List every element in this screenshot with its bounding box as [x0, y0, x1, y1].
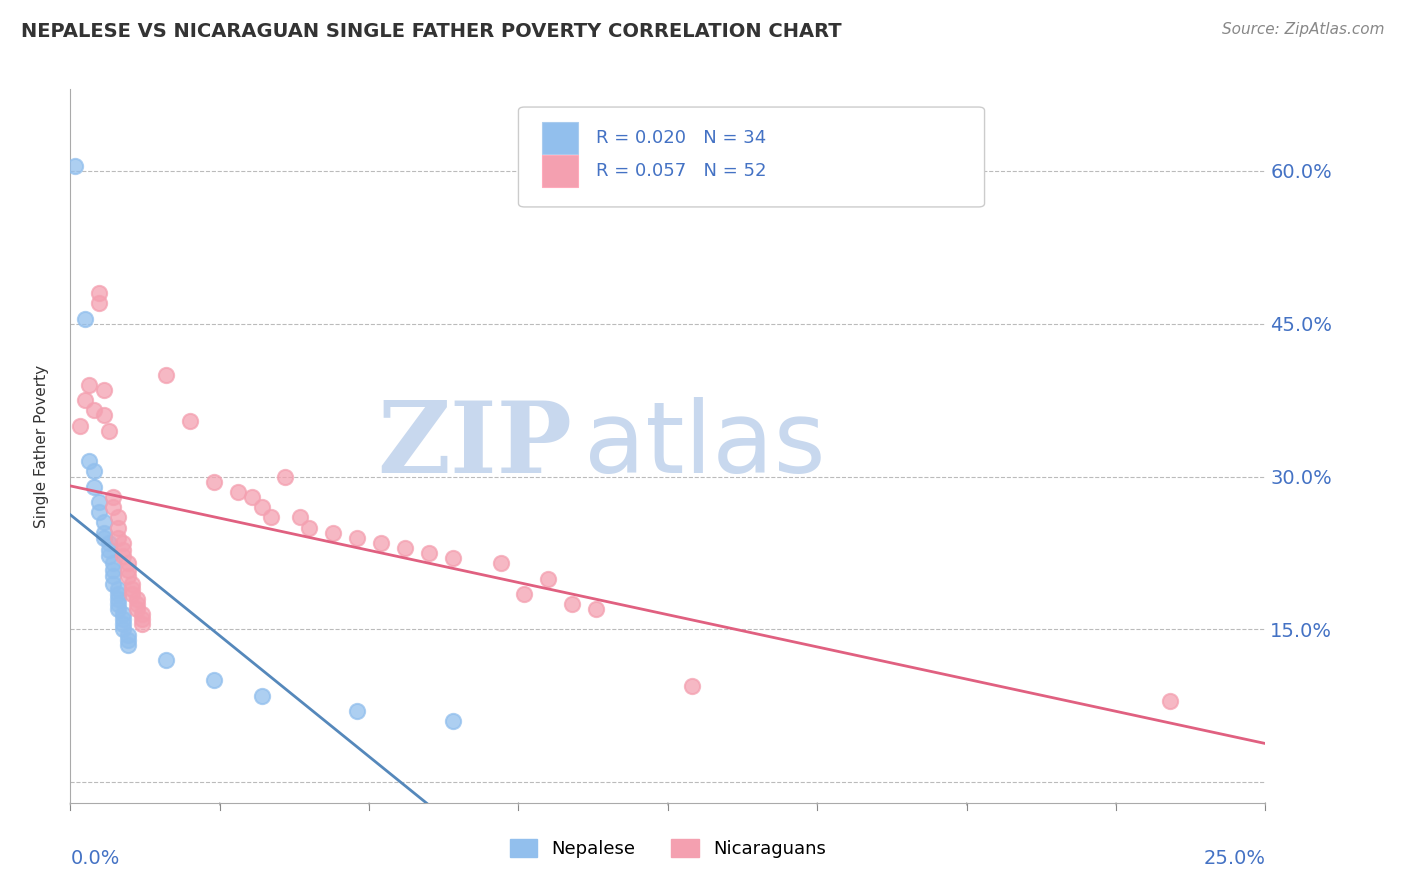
Point [117, 632, 139, 647]
Point [127, 597, 149, 611]
Point [79, 377, 101, 392]
Point [131, 607, 153, 622]
Text: ZIP: ZIP [377, 398, 572, 494]
Point [441, 551, 464, 566]
Point [202, 475, 225, 489]
Point [250, 500, 273, 515]
FancyBboxPatch shape [543, 155, 578, 187]
Point [370, 536, 392, 550]
Point [93, 516, 115, 530]
FancyBboxPatch shape [519, 107, 984, 207]
Point [240, 490, 263, 504]
Point [83, 465, 105, 479]
Point [131, 612, 153, 626]
Point [441, 714, 464, 729]
Point [87, 505, 110, 519]
Point [73, 393, 96, 408]
Point [155, 653, 177, 667]
Point [179, 413, 201, 427]
Text: atlas: atlas [585, 398, 825, 494]
Text: R = 0.020   N = 34: R = 0.020 N = 34 [596, 128, 766, 146]
Point [1159, 694, 1181, 708]
Point [288, 510, 311, 524]
Point [97, 543, 120, 558]
Point [87, 296, 110, 310]
Point [346, 704, 368, 718]
Point [681, 679, 703, 693]
Point [103, 556, 125, 570]
Point [346, 531, 368, 545]
Text: R = 0.057   N = 52: R = 0.057 N = 52 [596, 162, 766, 180]
Text: 0.0%: 0.0% [70, 848, 120, 868]
Point [93, 531, 115, 545]
Point [585, 602, 607, 616]
Point [111, 612, 134, 626]
Point [117, 556, 139, 570]
Point [274, 469, 297, 483]
Point [202, 673, 225, 688]
Text: 25.0%: 25.0% [1204, 848, 1265, 868]
FancyBboxPatch shape [543, 121, 578, 153]
Point [394, 541, 416, 555]
Point [127, 591, 149, 606]
Point [107, 597, 129, 611]
Point [107, 510, 129, 524]
Text: Single Father Poverty: Single Father Poverty [34, 365, 49, 527]
Point [131, 617, 153, 632]
Point [537, 572, 560, 586]
Point [111, 536, 134, 550]
Point [418, 546, 440, 560]
Point [79, 454, 101, 468]
Point [561, 597, 583, 611]
Point [226, 484, 249, 499]
Point [117, 569, 139, 583]
Point [93, 409, 115, 423]
Point [127, 602, 149, 616]
Point [93, 383, 115, 397]
Point [107, 582, 129, 596]
Point [83, 403, 105, 417]
Point [260, 510, 283, 524]
Point [87, 495, 110, 509]
Point [107, 587, 129, 601]
Point [121, 582, 143, 596]
Point [103, 563, 125, 577]
Point [121, 576, 143, 591]
Legend: Nepalese, Nicaraguans: Nepalese, Nicaraguans [502, 831, 834, 865]
Point [87, 286, 110, 301]
Point [117, 638, 139, 652]
Point [103, 490, 125, 504]
Point [107, 520, 129, 534]
Point [107, 591, 129, 606]
Point [322, 525, 344, 540]
Point [97, 424, 120, 438]
Point [93, 525, 115, 540]
Text: NEPALESE VS NICARAGUAN SINGLE FATHER POVERTY CORRELATION CHART: NEPALESE VS NICARAGUAN SINGLE FATHER POV… [21, 22, 842, 41]
Point [117, 627, 139, 641]
Point [69, 418, 91, 433]
Point [111, 543, 134, 558]
Point [63, 159, 86, 173]
Point [103, 569, 125, 583]
Point [121, 587, 143, 601]
Point [97, 549, 120, 563]
Point [250, 689, 273, 703]
Point [107, 602, 129, 616]
Point [111, 617, 134, 632]
Point [107, 531, 129, 545]
Point [83, 480, 105, 494]
Point [298, 520, 321, 534]
Point [155, 368, 177, 382]
Point [103, 576, 125, 591]
Text: Source: ZipAtlas.com: Source: ZipAtlas.com [1222, 22, 1385, 37]
Point [97, 536, 120, 550]
Point [111, 607, 134, 622]
Point [111, 549, 134, 563]
Point [111, 623, 134, 637]
Point [73, 311, 96, 326]
Point [103, 500, 125, 515]
Point [117, 563, 139, 577]
Point [513, 587, 536, 601]
Point [489, 556, 512, 570]
